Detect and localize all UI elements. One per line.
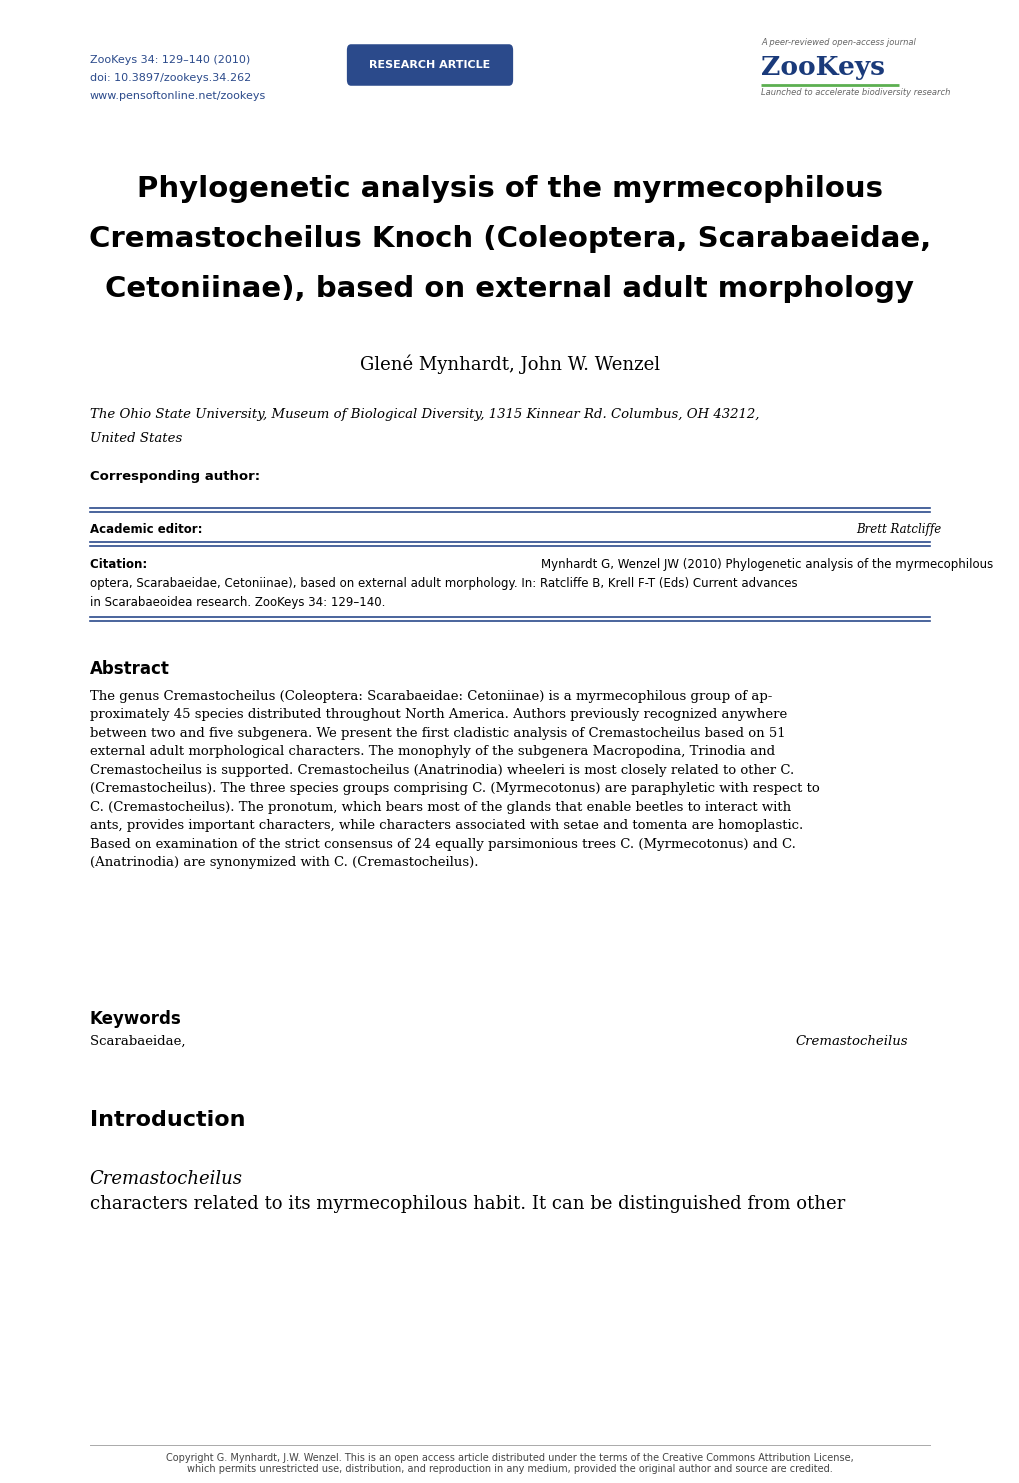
Text: A peer-reviewed open-access journal: A peer-reviewed open-access journal (760, 39, 915, 47)
Text: Cremastocheilus Knoch (Coleoptera, Scarabaeidae,: Cremastocheilus Knoch (Coleoptera, Scara… (89, 225, 930, 254)
Text: The genus Cremastocheilus (Coleoptera: Scarabaeidae: Cetoniinae) is a myrmecophi: The genus Cremastocheilus (Coleoptera: S… (90, 690, 818, 869)
Text: www.pensoftonline.net/zookeys: www.pensoftonline.net/zookeys (90, 90, 266, 101)
Text: ZooKeys: ZooKeys (760, 55, 884, 80)
Text: Academic editor:: Academic editor: (90, 523, 206, 535)
Text: Corresponding author:: Corresponding author: (90, 470, 264, 483)
Text: Mynhardt G, Wenzel JW (2010) Phylogenetic analysis of the myrmecophilous: Mynhardt G, Wenzel JW (2010) Phylogeneti… (540, 558, 996, 571)
Text: Citation:: Citation: (90, 558, 151, 571)
FancyBboxPatch shape (346, 44, 513, 86)
Text: Copyright G. Mynhardt, J.W. Wenzel. This is an open access article distributed u: Copyright G. Mynhardt, J.W. Wenzel. This… (166, 1453, 853, 1464)
Text: doi: 10.3897/zookeys.34.262: doi: 10.3897/zookeys.34.262 (90, 73, 251, 83)
Text: Cetoniinae), based on external adult morphology: Cetoniinae), based on external adult mor… (105, 274, 914, 303)
Text: Introduction: Introduction (90, 1109, 245, 1130)
Text: Cremastocheilus: Cremastocheilus (90, 1170, 243, 1188)
Text: Keywords: Keywords (90, 1010, 181, 1028)
Text: Scarabaeidae,: Scarabaeidae, (90, 1035, 190, 1048)
Text: Brett Ratcliffe: Brett Ratcliffe (855, 523, 941, 535)
Text: characters related to its myrmecophilous habit. It can be distinguished from oth: characters related to its myrmecophilous… (90, 1195, 844, 1213)
Text: Phylogenetic analysis of the myrmecophilous: Phylogenetic analysis of the myrmecophil… (137, 175, 882, 203)
Text: which permits unrestricted use, distribution, and reproduction in any medium, pr: which permits unrestricted use, distribu… (186, 1464, 833, 1474)
Text: Launched to accelerate biodiversity research: Launched to accelerate biodiversity rese… (760, 87, 950, 96)
Text: Cremastocheilus: Cremastocheilus (795, 1035, 907, 1048)
Text: RESEARCH ARTICLE: RESEARCH ARTICLE (369, 59, 490, 70)
Text: optera, Scarabaeidae, Cetoniinae), based on external adult morphology. In: Ratcl: optera, Scarabaeidae, Cetoniinae), based… (90, 577, 797, 590)
Text: Abstract: Abstract (90, 660, 169, 678)
Text: in Scarabaeoidea research. ZooKeys 34: 129–140.: in Scarabaeoidea research. ZooKeys 34: 1… (90, 596, 388, 610)
Text: ZooKeys 34: 129–140 (2010): ZooKeys 34: 129–140 (2010) (90, 55, 250, 65)
Text: The Ohio State University, Museum of Biological Diversity, 1315 Kinnear Rd. Colu: The Ohio State University, Museum of Bio… (90, 408, 758, 421)
Text: Glené Mynhardt, John W. Wenzel: Glené Mynhardt, John W. Wenzel (360, 354, 659, 375)
Text: United States: United States (90, 432, 181, 445)
